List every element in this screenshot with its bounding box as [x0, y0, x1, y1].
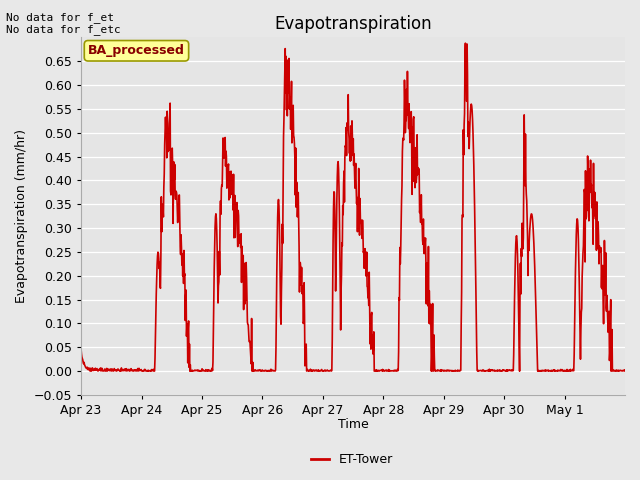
X-axis label: Time: Time — [338, 419, 369, 432]
Y-axis label: Evapotranspiration (mm/hr): Evapotranspiration (mm/hr) — [15, 129, 28, 303]
Text: No data for f_et: No data for f_et — [6, 12, 115, 23]
Title: Evapotranspiration: Evapotranspiration — [274, 15, 432, 33]
Text: No data for f_etc: No data for f_etc — [6, 24, 121, 35]
Text: BA_processed: BA_processed — [88, 44, 185, 57]
Legend: ET-Tower: ET-Tower — [305, 448, 399, 471]
